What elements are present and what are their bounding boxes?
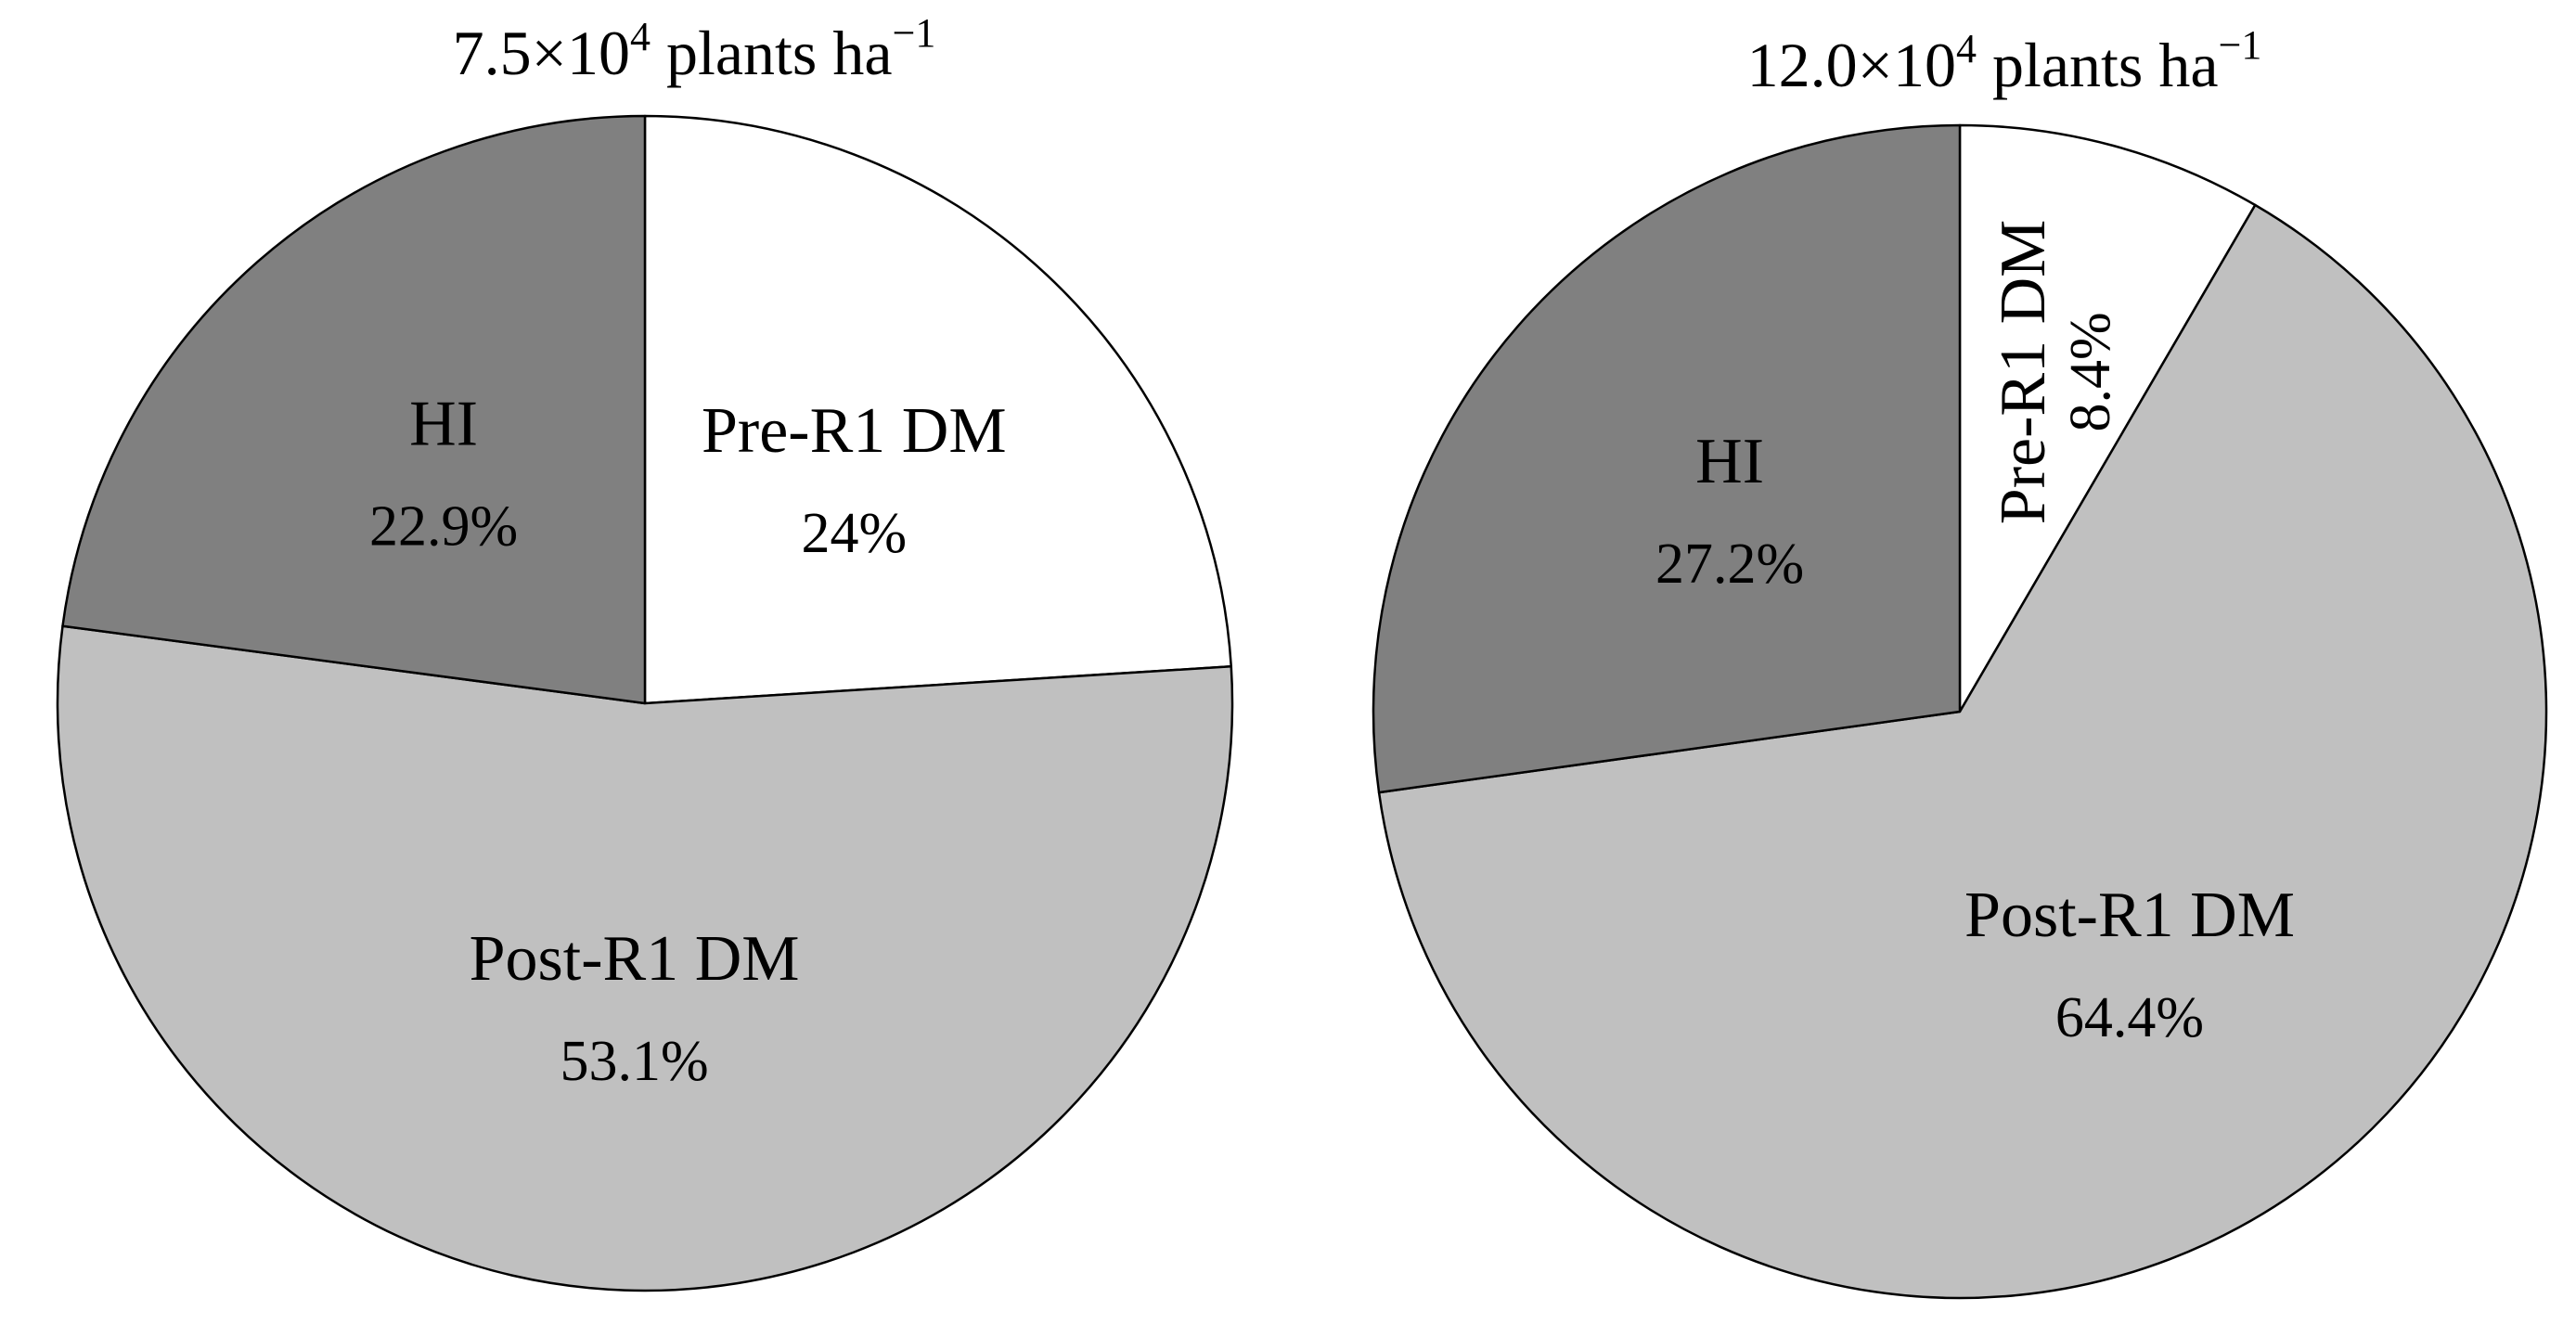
pie-slice-hi (1372, 123, 1962, 794)
slice-percent-hi: 22.9% (369, 495, 518, 558)
pie-labels: Pre-R1 DM 8.4% Post-R1 DM 64.4% HI 27.2% (1655, 220, 2295, 1049)
pie-slice-pre-r1-dm (643, 114, 1232, 705)
pie-chart-low-density: 7.5×104 plants ha−1 Pre-R1 DM 24% Post-R1 … (56, 10, 1234, 1292)
slice-percent-post-r1-dm: 64.4% (2055, 986, 2204, 1049)
pie-chart-high-density: 12.0×104 plants ha−1 Pre-R1 DM 8.4% Post-R… (1372, 22, 2548, 1300)
slice-percent-pre-r1-dm: 24% (801, 502, 907, 565)
slice-label-pre-r1-dm: Pre-R1 DM (702, 395, 1007, 467)
pie-slice-hi (61, 114, 647, 705)
title-middle: plants ha (650, 18, 893, 88)
slice-label-group: Pre-R1 DM 8.4% (1988, 220, 2122, 525)
pie-labels: Pre-R1 DM 24% Post-R1 DM 53.1% HI 22.9% (369, 388, 1007, 1093)
slice-label-hi: HI (409, 388, 478, 459)
slice-label-hi: HI (1695, 426, 1764, 497)
title-superscript-unit: −1 (893, 10, 936, 56)
pie-slice-post-r1-dm (56, 624, 1234, 1292)
slice-percent-post-r1-dm: 53.1% (560, 1030, 709, 1093)
pie-slices (1372, 123, 2548, 1300)
slice-label-pre-r1-dm: Pre-R1 DM (1988, 220, 2059, 525)
title-middle: plants ha (1977, 30, 2219, 100)
slice-label-post-r1-dm: Post-R1 DM (1964, 880, 2295, 951)
title-prefix: 7.5×10 (453, 18, 630, 88)
title-prefix: 12.0×10 (1747, 30, 1956, 100)
slice-percent-pre-r1-dm: 8.4% (2059, 312, 2122, 431)
chart-title: 7.5×104 plants ha−1 (453, 10, 936, 88)
pie-slice-post-r1-dm (1377, 203, 2548, 1300)
chart-title: 12.0×104 plants ha−1 (1747, 22, 2262, 100)
title-superscript-exponent: 4 (1956, 26, 1977, 71)
title-superscript-unit: −1 (2219, 22, 2262, 68)
slice-percent-hi: 27.2% (1655, 533, 1804, 596)
pie-slice-pre-r1-dm (1958, 123, 2257, 713)
pie-slices (56, 114, 1234, 1292)
slice-label-post-r1-dm: Post-R1 DM (470, 923, 800, 995)
title-superscript-exponent: 4 (630, 14, 650, 59)
